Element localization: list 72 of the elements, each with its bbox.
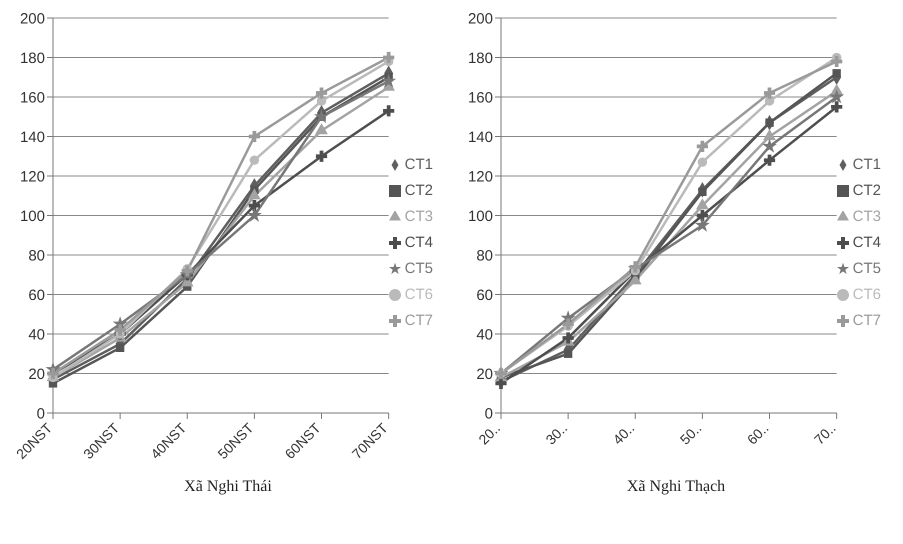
point xyxy=(698,157,708,167)
legend-label: CT2 xyxy=(404,182,433,199)
y-tick-label: 100 xyxy=(20,208,45,225)
point xyxy=(246,208,262,222)
y-tick-label: 100 xyxy=(468,208,493,225)
point xyxy=(116,344,124,352)
point xyxy=(831,56,842,68)
point xyxy=(182,265,193,276)
legend-label: CT1 xyxy=(404,156,433,173)
x-tick-label: 50.. xyxy=(676,420,705,448)
y-tick-label: 40 xyxy=(28,326,45,344)
x-axis-title: Xã Nghi Thạch xyxy=(626,478,726,496)
point xyxy=(832,69,841,78)
x-tick-label: 70.. xyxy=(810,420,839,448)
legend-label: CT6 xyxy=(404,286,433,303)
legend-label: CT3 xyxy=(404,208,433,225)
x-tick-label: 40.. xyxy=(610,420,638,448)
y-tick-label: 20 xyxy=(28,366,45,383)
y-tick-label: 140 xyxy=(20,128,45,146)
point xyxy=(381,73,396,88)
point xyxy=(316,150,328,162)
point xyxy=(316,87,328,99)
x-tick-label: 30.. xyxy=(542,420,570,448)
point xyxy=(696,140,708,152)
legend-label: CT7 xyxy=(852,312,881,329)
point xyxy=(564,350,572,358)
point xyxy=(250,155,260,165)
y-tick-label: 200 xyxy=(20,10,45,28)
point xyxy=(248,130,260,142)
y-tick-label: 140 xyxy=(468,128,493,146)
legend-label: CT4 xyxy=(404,234,433,251)
legend-label: CT5 xyxy=(404,260,433,277)
legend-label: CT3 xyxy=(852,208,881,225)
legend-label: CT1 xyxy=(852,156,881,173)
y-tick-label: 60 xyxy=(28,286,45,304)
point xyxy=(762,138,778,153)
x-tick-label: 20.. xyxy=(475,420,504,448)
y-tick-label: 160 xyxy=(20,89,45,106)
y-tick-label: 0 xyxy=(484,405,493,422)
point xyxy=(696,210,708,222)
legend-label: CT5 xyxy=(852,260,881,277)
point xyxy=(764,87,776,99)
point xyxy=(764,154,776,166)
point xyxy=(562,332,574,344)
point xyxy=(831,101,842,112)
y-tick-label: 80 xyxy=(28,247,45,264)
point xyxy=(314,108,330,124)
y-tick-label: 180 xyxy=(468,50,493,67)
point xyxy=(383,105,394,116)
point xyxy=(829,89,844,104)
legend-label: CT2 xyxy=(852,182,881,199)
y-tick-label: 120 xyxy=(468,168,493,186)
point xyxy=(383,52,394,64)
y-tick-label: 200 xyxy=(468,10,493,28)
x-axis-title: Xã Nghi Thái xyxy=(183,478,273,496)
y-tick-label: 80 xyxy=(476,247,493,264)
y-tick-label: 20 xyxy=(476,366,493,383)
legend-label: CT6 xyxy=(852,286,881,303)
point xyxy=(562,318,574,330)
legend-label: CT4 xyxy=(852,234,881,251)
legend-label: CT7 xyxy=(404,312,433,329)
point xyxy=(694,217,710,232)
y-tick-label: 0 xyxy=(36,405,45,422)
y-tick-label: 180 xyxy=(20,50,45,67)
y-tick-label: 120 xyxy=(20,168,45,186)
point xyxy=(495,378,507,389)
y-tick-label: 60 xyxy=(476,286,493,304)
y-tick-label: 40 xyxy=(476,326,493,344)
point xyxy=(114,324,126,336)
y-tick-label: 160 xyxy=(468,89,493,106)
point xyxy=(248,200,260,212)
x-tick-label: 60.. xyxy=(744,420,772,448)
